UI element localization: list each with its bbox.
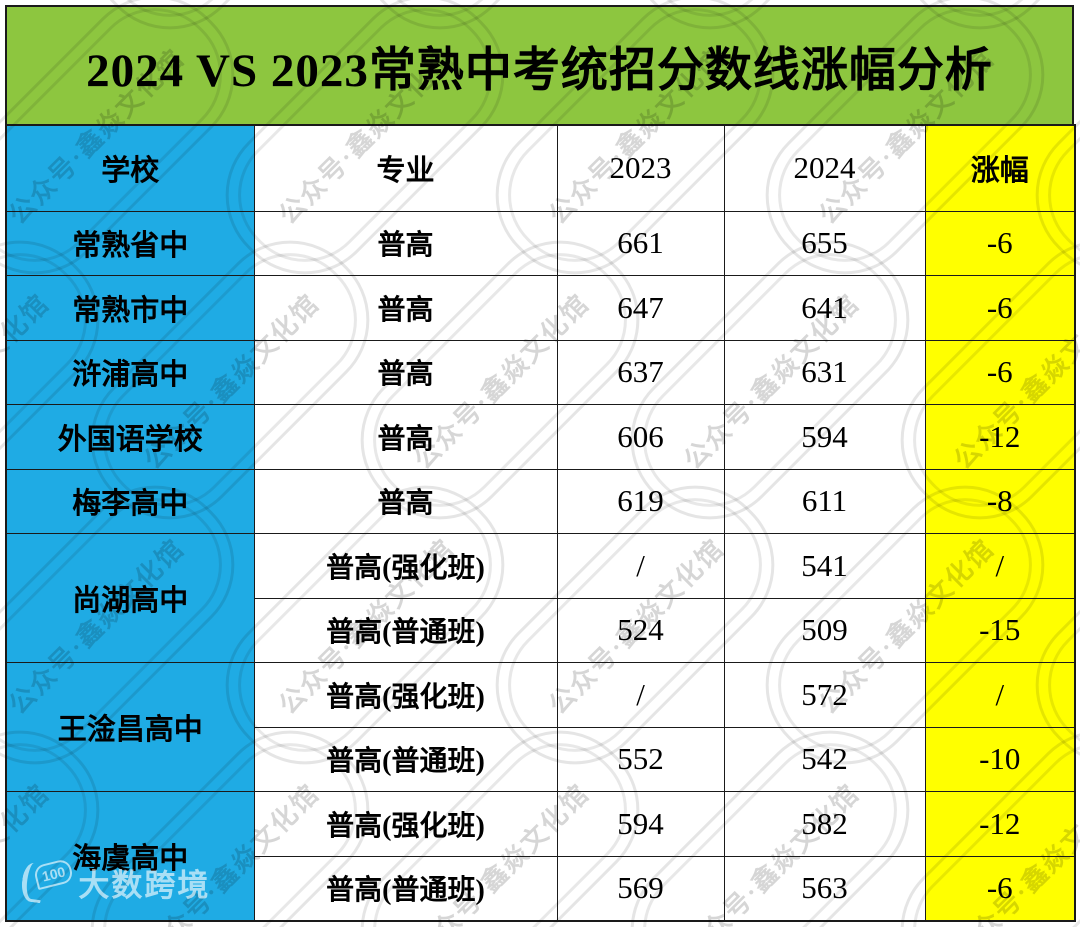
change-cell: -6 bbox=[924, 855, 1076, 921]
major-cell: 普高(普通班) bbox=[253, 855, 558, 921]
change-cell: / bbox=[924, 662, 1076, 728]
score-2024-cell: 594 bbox=[723, 404, 926, 470]
score-2024-cell: 542 bbox=[723, 726, 926, 792]
major-cell: 普高 bbox=[253, 210, 558, 276]
major-cell: 普高 bbox=[253, 339, 558, 405]
page-title: 2024 VS 2023常熟中考统招分数线涨幅分析 bbox=[86, 45, 993, 97]
score-2023-cell: 647 bbox=[556, 275, 725, 341]
major-cell: 普高 bbox=[253, 275, 558, 341]
change-cell: -6 bbox=[924, 339, 1076, 405]
score-2024-cell: 572 bbox=[723, 662, 926, 728]
score-table: 学校 专业 2023 2024 涨幅 常熟省中 普高 661 655 -6 常熟… bbox=[5, 124, 1076, 922]
logo-text: 大数跨境 bbox=[78, 868, 211, 903]
logo-100-badge: 100 bbox=[32, 857, 75, 890]
table-row: 浒浦高中 普高 637 631 -6 bbox=[5, 339, 1076, 405]
table-row: 梅李高中 普高 619 611 -8 bbox=[5, 468, 1076, 534]
change-cell: -12 bbox=[924, 791, 1076, 857]
table-row: 王淦昌高中 普高(强化班) / 572 / bbox=[5, 662, 1076, 792]
table-row: 海虞高中 普高(强化班) 594 582 -12 bbox=[5, 791, 1076, 921]
header-school: 学校 bbox=[5, 124, 255, 212]
school-cell: 浒浦高中 bbox=[5, 339, 255, 405]
change-cell: -6 bbox=[924, 210, 1076, 276]
change-cell: -10 bbox=[924, 726, 1076, 792]
score-2024-cell: 641 bbox=[723, 275, 926, 341]
score-2023-cell: 569 bbox=[556, 855, 725, 921]
major-cell: 普高(强化班) bbox=[253, 662, 558, 728]
school-cell: 王淦昌高中 bbox=[5, 662, 255, 792]
change-cell: -12 bbox=[924, 404, 1076, 470]
table-row: 常熟市中 普高 647 641 -6 bbox=[5, 275, 1076, 341]
score-2023-cell: 606 bbox=[556, 404, 725, 470]
score-2024-cell: 563 bbox=[723, 855, 926, 921]
header-2024: 2024 bbox=[723, 124, 926, 212]
score-2023-cell: 661 bbox=[556, 210, 725, 276]
score-2023-cell: 524 bbox=[556, 597, 725, 663]
table-row: 普高(普通班) 569 563 -6 bbox=[6, 855, 1076, 921]
score-2023-cell: 594 bbox=[556, 791, 725, 857]
major-cell: 普高 bbox=[253, 468, 558, 534]
change-cell: -6 bbox=[924, 275, 1076, 341]
major-cell: 普高(普通班) bbox=[253, 597, 558, 663]
table-row: 尚湖高中 普高(强化班) / 541 / bbox=[5, 533, 1076, 663]
school-cell: 尚湖高中 bbox=[5, 533, 255, 663]
change-cell: -8 bbox=[924, 468, 1076, 534]
major-cell: 普高(强化班) bbox=[253, 791, 558, 857]
score-sheet: 2024 VS 2023常熟中考统招分数线涨幅分析 学校 专业 2023 202… bbox=[5, 5, 1076, 922]
major-cell: 普高(普通班) bbox=[253, 726, 558, 792]
score-2023-cell: 637 bbox=[556, 339, 725, 405]
school-cell: 常熟市中 bbox=[5, 275, 255, 341]
header-row: 学校 专业 2023 2024 涨幅 bbox=[5, 124, 1076, 212]
score-2023-cell: 552 bbox=[556, 726, 725, 792]
score-2024-cell: 541 bbox=[723, 533, 926, 599]
score-2024-cell: 509 bbox=[723, 597, 926, 663]
title-banner: 2024 VS 2023常熟中考统招分数线涨幅分析 bbox=[5, 5, 1074, 124]
school-cell: 外国语学校 bbox=[5, 404, 255, 470]
score-2023-cell: / bbox=[556, 662, 725, 728]
table-row: 普高(普通班) 524 509 -15 bbox=[6, 597, 1076, 663]
score-2023-cell: 619 bbox=[556, 468, 725, 534]
score-2024-cell: 582 bbox=[723, 791, 926, 857]
score-2024-cell: 631 bbox=[723, 339, 926, 405]
header-change: 涨幅 bbox=[924, 124, 1076, 212]
score-2024-cell: 655 bbox=[723, 210, 926, 276]
header-2023: 2023 bbox=[556, 124, 725, 212]
change-cell: / bbox=[924, 533, 1076, 599]
score-2024-cell: 611 bbox=[723, 468, 926, 534]
school-cell: 常熟省中 bbox=[5, 210, 255, 276]
brand-logo: 100 大数跨境 bbox=[19, 857, 211, 905]
school-cell: 海虞高中 bbox=[5, 791, 255, 921]
table-row: 常熟省中 普高 661 655 -6 bbox=[5, 210, 1076, 276]
change-cell: -15 bbox=[924, 597, 1076, 663]
school-cell: 梅李高中 bbox=[5, 468, 255, 534]
header-major: 专业 bbox=[253, 124, 558, 212]
major-cell: 普高(强化班) bbox=[253, 533, 558, 599]
table-row: 普高(普通班) 552 542 -10 bbox=[6, 726, 1076, 792]
score-2023-cell: / bbox=[556, 533, 725, 599]
table-row: 外国语学校 普高 606 594 -12 bbox=[5, 404, 1076, 470]
major-cell: 普高 bbox=[253, 404, 558, 470]
